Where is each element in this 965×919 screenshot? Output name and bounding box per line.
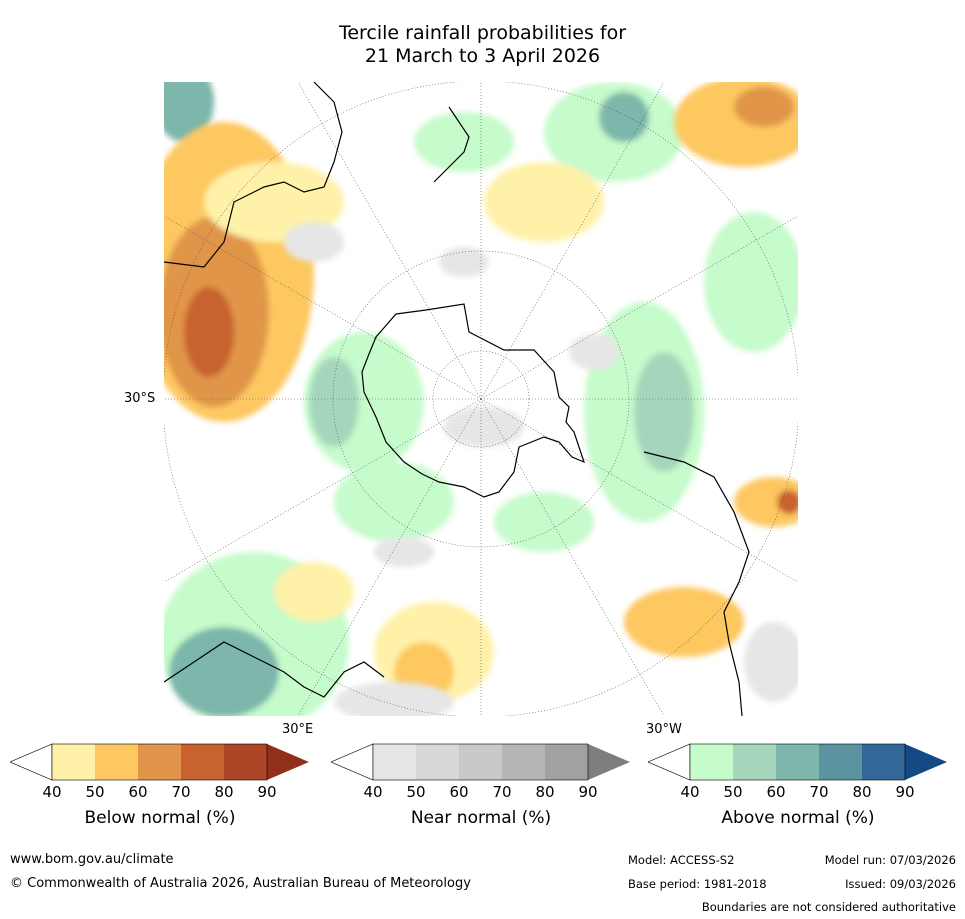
lat-label-30s: 30°S [124, 391, 156, 406]
map-canvas [164, 82, 798, 716]
title-line-1: Tercile rainfall probabilities for [338, 22, 627, 44]
colorbar-title: Near normal (%) [410, 808, 552, 828]
colorbar-above-normal-swatches [647, 743, 947, 781]
tick: 90 [895, 783, 915, 801]
australia-coast [164, 82, 343, 268]
coastlines [164, 82, 750, 716]
tick: 90 [257, 783, 277, 801]
shading-below-normal [164, 82, 798, 702]
title-line-2: 21 March to 3 April 2026 [364, 45, 601, 67]
base-period-text: Base period: 1981-2018 [628, 877, 767, 891]
tick: 80 [852, 783, 872, 801]
model-run-text: Model run: 07/03/2026 [824, 853, 956, 867]
lon-label-30w: 30°W [646, 722, 682, 737]
graticule [164, 82, 798, 716]
tick: 50 [723, 783, 743, 801]
tick: 40 [42, 783, 62, 801]
copyright-text: © Commonwealth of Australia 2026, Austra… [10, 876, 471, 891]
tick: 50 [406, 783, 426, 801]
colorbar-near-normal-swatches [330, 743, 630, 781]
tick: 80 [535, 783, 555, 801]
forecast-map [164, 82, 798, 716]
antarctica-coast [361, 303, 585, 498]
tick: 60 [766, 783, 786, 801]
colorbar-title: Below normal (%) [84, 808, 236, 828]
website-link[interactable]: www.bom.gov.au/climate [10, 852, 174, 867]
south-america-coast [643, 451, 750, 716]
tick: 50 [85, 783, 105, 801]
tick: 40 [680, 783, 700, 801]
tick: 60 [128, 783, 148, 801]
tick: 60 [449, 783, 469, 801]
tick: 90 [578, 783, 598, 801]
shading-near-normal [284, 222, 798, 716]
africa-coast [164, 641, 385, 698]
tick: 80 [214, 783, 234, 801]
tick: 40 [363, 783, 383, 801]
boundaries-note: Boundaries are not considered authoritat… [701, 900, 956, 914]
colorbar-title: Above normal (%) [721, 808, 875, 828]
colorbar-below-normal-swatches [9, 743, 309, 781]
colorbar-above-normal: 40 50 60 70 80 90 Above normal (%) [647, 740, 948, 828]
colorbar-near-normal: 40 50 60 70 80 90 Near normal (%) [330, 740, 631, 828]
tick: 70 [171, 783, 191, 801]
colorbar-below-normal: 40 50 60 70 80 90 Below normal (%) [9, 740, 310, 828]
tick: 70 [492, 783, 512, 801]
new-zealand-coast [433, 106, 470, 183]
map-title: Tercile rainfall probabilities for 21 Ma… [0, 22, 965, 68]
tick: 70 [809, 783, 829, 801]
model-text: Model: ACCESS-S2 [628, 853, 735, 867]
issued-text: Issued: 09/03/2026 [845, 877, 956, 891]
lon-label-30e: 30°E [282, 722, 314, 737]
